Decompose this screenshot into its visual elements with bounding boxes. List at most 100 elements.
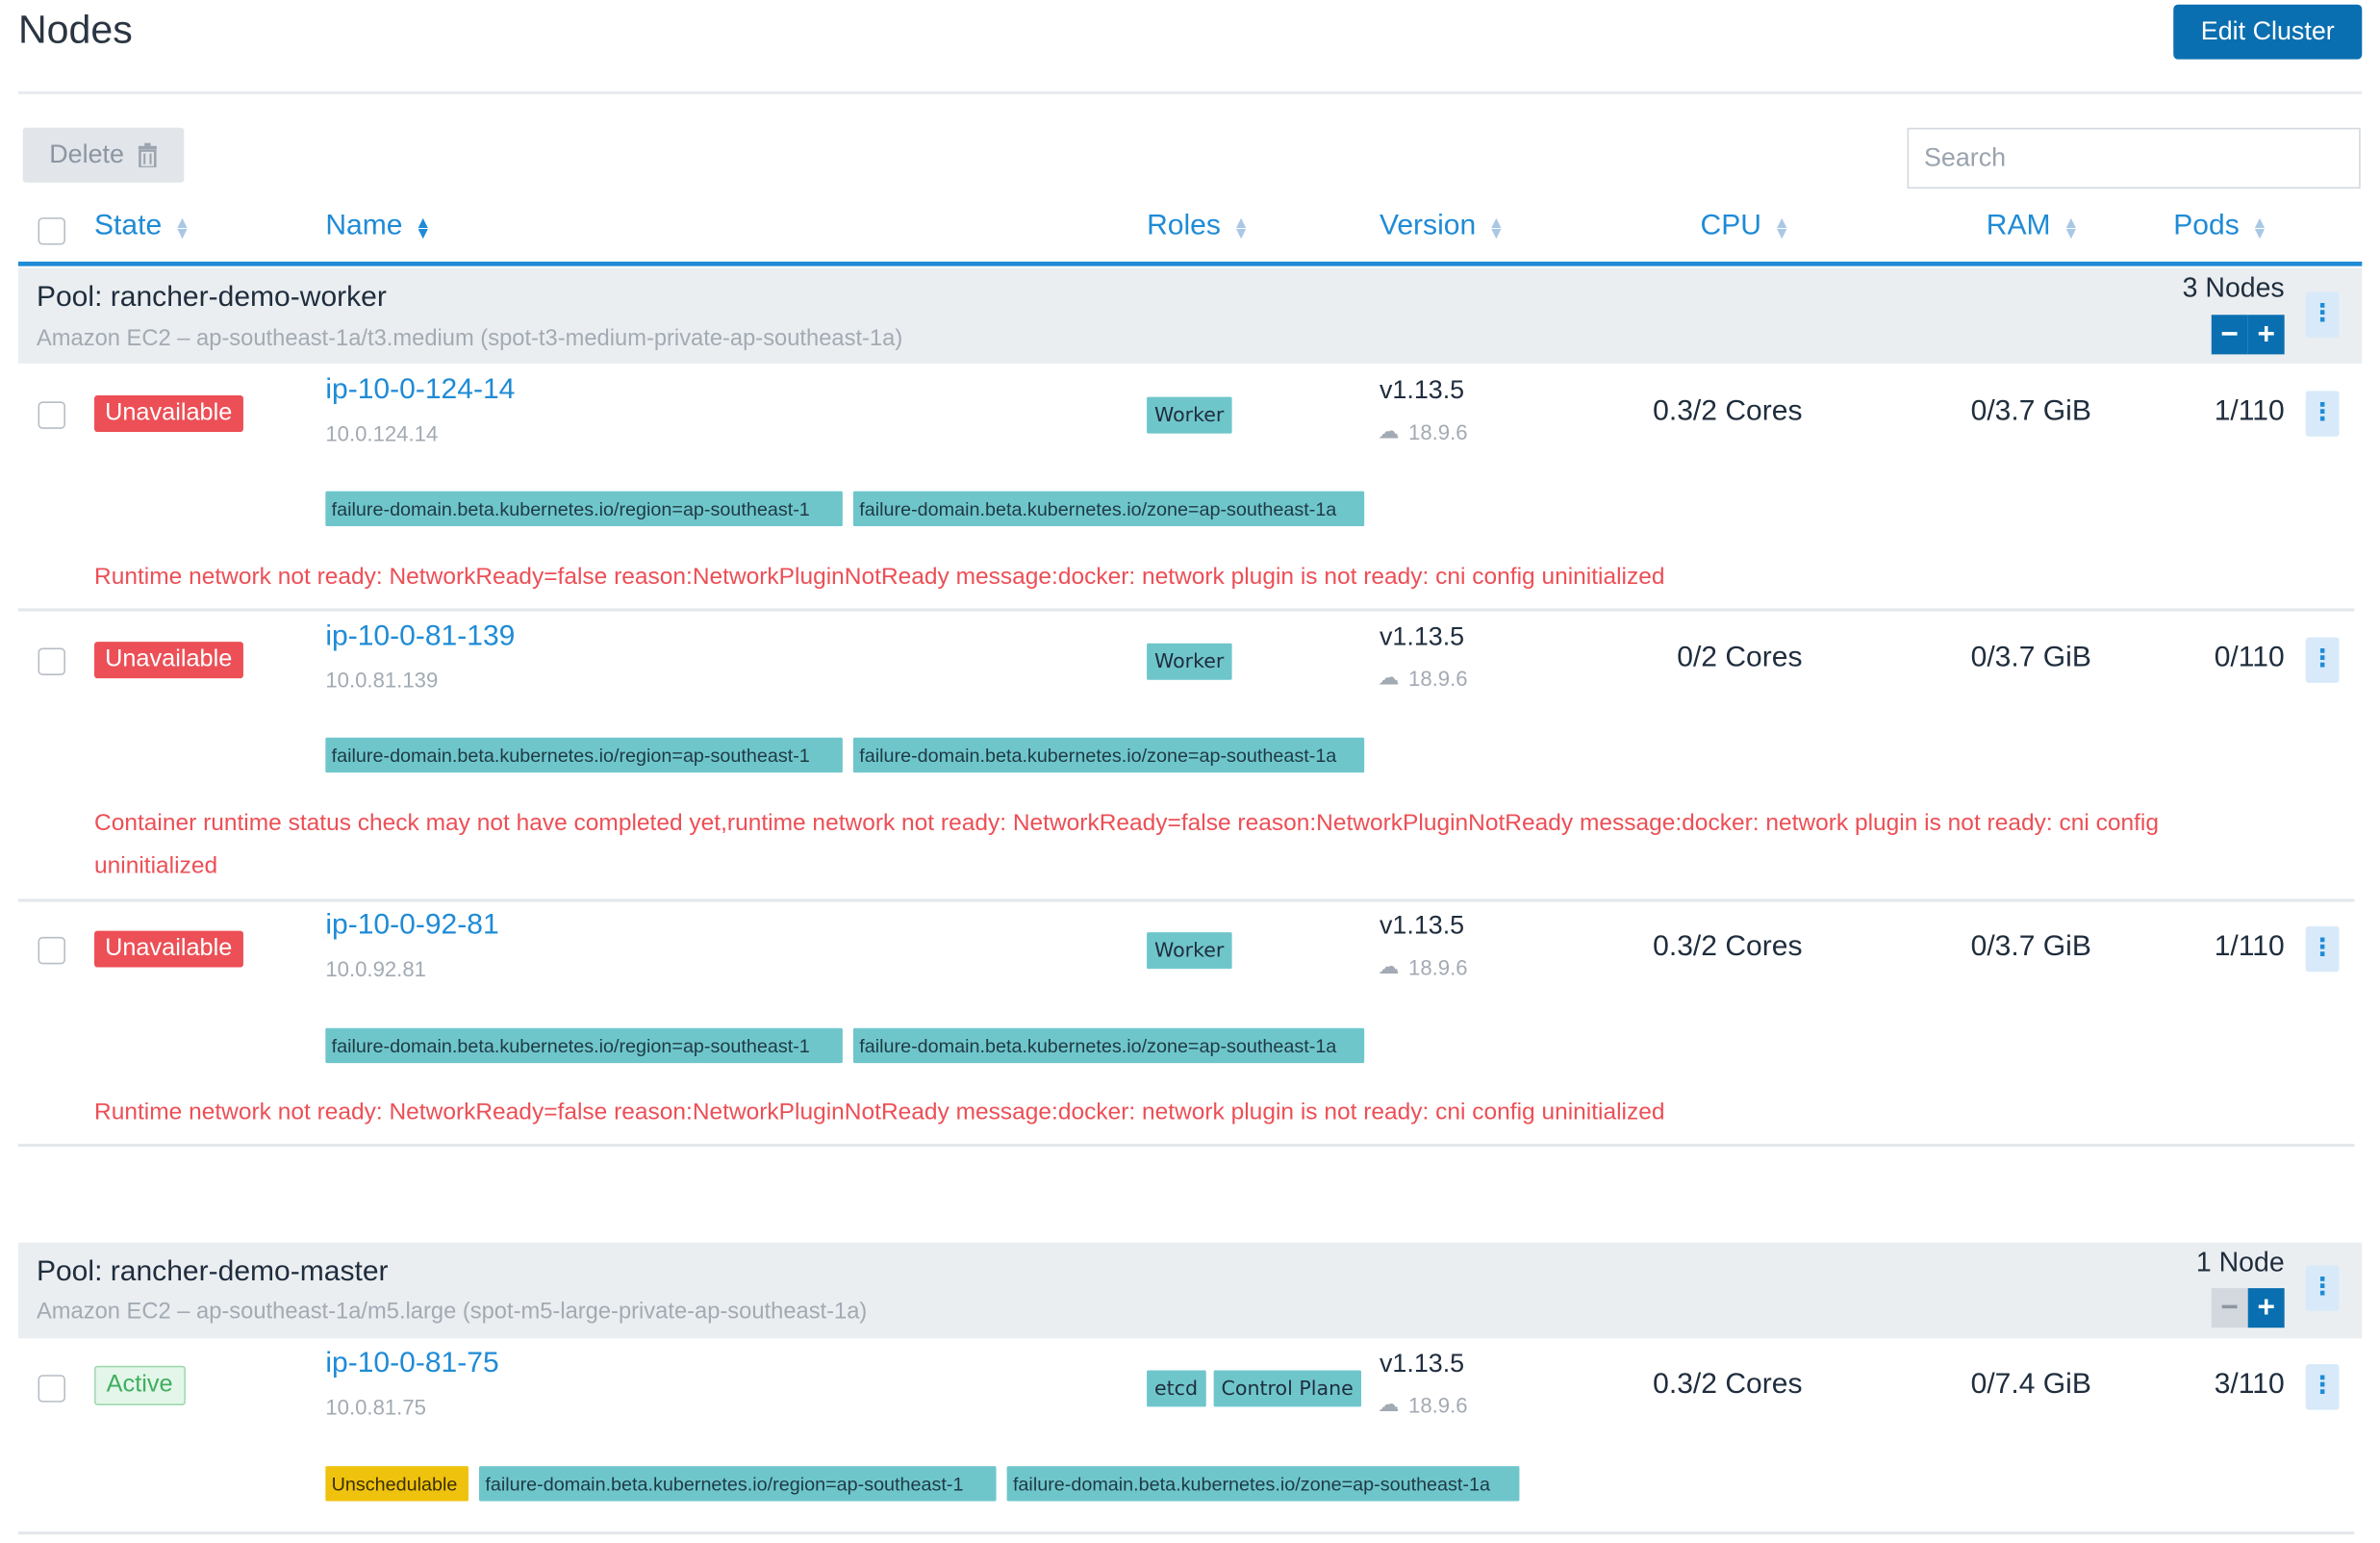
delete-label: Delete <box>49 139 124 169</box>
row-checkbox[interactable] <box>38 401 65 429</box>
column-header-name[interactable]: Name ▲ ▼ <box>325 210 432 243</box>
node-label: failure-domain.beta.kubernetes.io/zone=a… <box>852 491 1365 527</box>
docker-version: ☁ 18.9.6 <box>1378 953 1468 979</box>
node-error-message: Runtime network not ready: NetworkReady=… <box>94 564 1665 591</box>
ram-usage: 0/3.7 GiB <box>1970 642 2091 674</box>
node-ip: 10.0.92.81 <box>325 956 426 981</box>
divider <box>17 90 2363 95</box>
node-label: failure-domain.beta.kubernetes.io/region… <box>479 1466 997 1502</box>
sort-icon: ▲ ▼ <box>173 214 191 243</box>
row-checkbox[interactable] <box>38 1375 65 1403</box>
status-badge: Unavailable <box>94 930 243 968</box>
kebab-menu-icon[interactable]: ⋮ <box>2305 637 2340 683</box>
node-label: failure-domain.beta.kubernetes.io/zone=a… <box>852 737 1365 773</box>
sort-icon: ▲ ▼ <box>2251 214 2268 243</box>
kubernetes-version: v1.13.5 <box>1379 1349 1465 1379</box>
column-header-version[interactable]: Version ▲ ▼ <box>1379 210 1506 243</box>
docker-version: ☁ 18.9.6 <box>1378 417 1468 443</box>
select-all-checkbox[interactable] <box>38 217 65 245</box>
cpu-usage: 0/2 Cores <box>1677 642 1803 674</box>
status-badge: Unavailable <box>94 395 243 433</box>
sort-icon: ▲ ▼ <box>415 214 432 243</box>
pods-usage: 0/110 <box>2214 642 2285 674</box>
status-badge: Active <box>94 1365 186 1405</box>
pool-header-master <box>17 1242 2363 1339</box>
search-input[interactable]: Search <box>1907 127 2361 190</box>
docker-version: ☁ 18.9.6 <box>1378 1391 1468 1417</box>
pool-node-count: 1 Node <box>2195 1247 2285 1278</box>
node-error-message: Runtime network not ready: NetworkReady=… <box>94 1100 1665 1126</box>
pods-usage: 1/110 <box>2214 395 2285 428</box>
status-badge: Unavailable <box>94 642 243 679</box>
node-label: failure-domain.beta.kubernetes.io/region… <box>325 1027 843 1064</box>
cpu-usage: 0.3/2 Cores <box>1653 395 1803 428</box>
cpu-usage: 0.3/2 Cores <box>1653 930 1803 963</box>
node-ip: 10.0.124.14 <box>325 420 439 446</box>
delete-button[interactable]: Delete <box>22 127 185 183</box>
docker-icon: ☁ <box>1378 1391 1400 1416</box>
sort-icon: ▲ ▼ <box>1487 214 1506 243</box>
kebab-menu-icon[interactable]: ⋮ <box>2305 391 2340 437</box>
node-label: failure-domain.beta.kubernetes.io/region… <box>325 491 843 527</box>
scale-up-button[interactable]: + <box>2247 1288 2285 1328</box>
sort-icon: ▲ ▼ <box>1773 214 1790 243</box>
sort-icon: ▲ ▼ <box>2063 214 2080 243</box>
sort-icon: ▲ ▼ <box>1232 214 1250 243</box>
ram-usage: 0/3.7 GiB <box>1970 930 2091 963</box>
node-name-link[interactable]: ip-10-0-81-75 <box>325 1347 499 1379</box>
column-header-ram[interactable]: RAM ▲ ▼ <box>1986 210 2080 243</box>
role-badge: etcd <box>1147 1370 1205 1407</box>
node-label: failure-domain.beta.kubernetes.io/region… <box>325 737 843 773</box>
docker-version: ☁ 18.9.6 <box>1378 664 1468 690</box>
row-divider <box>17 898 2355 902</box>
scale-down-button[interactable]: − <box>2211 1288 2248 1328</box>
kebab-menu-icon[interactable]: ⋮ <box>2305 925 2340 973</box>
role-badge: Worker <box>1147 396 1232 434</box>
node-name-link[interactable]: ip-10-0-124-14 <box>325 373 516 407</box>
row-divider <box>17 1143 2355 1148</box>
pods-usage: 1/110 <box>2214 930 2285 963</box>
column-header-state[interactable]: State ▲ ▼ <box>94 210 191 243</box>
edit-cluster-button[interactable]: Edit Cluster <box>2173 4 2363 60</box>
pool-description: Amazon EC2 – ap-southeast-1a/m5.large (s… <box>36 1299 868 1326</box>
docker-icon: ☁ <box>1378 417 1400 443</box>
kebab-menu-icon[interactable]: ⋮ <box>2305 291 2340 338</box>
node-ip: 10.0.81.139 <box>325 668 439 693</box>
role-badge: Worker <box>1147 932 1232 970</box>
unschedulable-badge: Unschedulable <box>325 1466 468 1502</box>
pool-header-worker <box>17 267 2363 364</box>
kubernetes-version: v1.13.5 <box>1379 911 1465 941</box>
column-header-roles[interactable]: Roles ▲ ▼ <box>1147 210 1250 243</box>
role-badge: Control Plane <box>1213 1370 1361 1407</box>
trash-icon <box>138 142 157 167</box>
column-header-pods[interactable]: Pods ▲ ▼ <box>2173 210 2268 243</box>
docker-icon: ☁ <box>1378 953 1400 978</box>
row-divider <box>17 1531 2355 1535</box>
header-divider <box>17 261 2363 266</box>
docker-icon: ☁ <box>1378 664 1400 690</box>
row-checkbox[interactable] <box>38 647 65 675</box>
pool-description: Amazon EC2 – ap-southeast-1a/t3.medium (… <box>36 325 903 352</box>
role-badge: Worker <box>1147 643 1232 680</box>
ram-usage: 0/7.4 GiB <box>1970 1368 2091 1402</box>
row-checkbox[interactable] <box>38 936 65 965</box>
kubernetes-version: v1.13.5 <box>1379 375 1465 405</box>
page-title: Nodes <box>17 6 133 52</box>
node-label: failure-domain.beta.kubernetes.io/zone=a… <box>852 1027 1365 1064</box>
node-name-link[interactable]: ip-10-0-81-139 <box>325 620 516 653</box>
kebab-menu-icon[interactable]: ⋮ <box>2305 1265 2340 1311</box>
pool-node-count: 3 Nodes <box>2182 271 2285 303</box>
column-header-cpu[interactable]: CPU ▲ ▼ <box>1700 210 1790 243</box>
scale-down-button[interactable]: − <box>2211 315 2248 355</box>
pool-name: Pool: rancher-demo-worker <box>36 281 387 314</box>
row-divider <box>17 608 2355 612</box>
ram-usage: 0/3.7 GiB <box>1970 395 2091 428</box>
node-ip: 10.0.81.75 <box>325 1394 426 1420</box>
kebab-menu-icon[interactable]: ⋮ <box>2305 1364 2340 1410</box>
kubernetes-version: v1.13.5 <box>1379 621 1465 651</box>
node-name-link[interactable]: ip-10-0-92-81 <box>325 909 499 942</box>
node-label: failure-domain.beta.kubernetes.io/zone=a… <box>1006 1466 1520 1502</box>
pods-usage: 3/110 <box>2214 1368 2285 1402</box>
cpu-usage: 0.3/2 Cores <box>1653 1368 1803 1402</box>
scale-up-button[interactable]: + <box>2247 315 2285 355</box>
